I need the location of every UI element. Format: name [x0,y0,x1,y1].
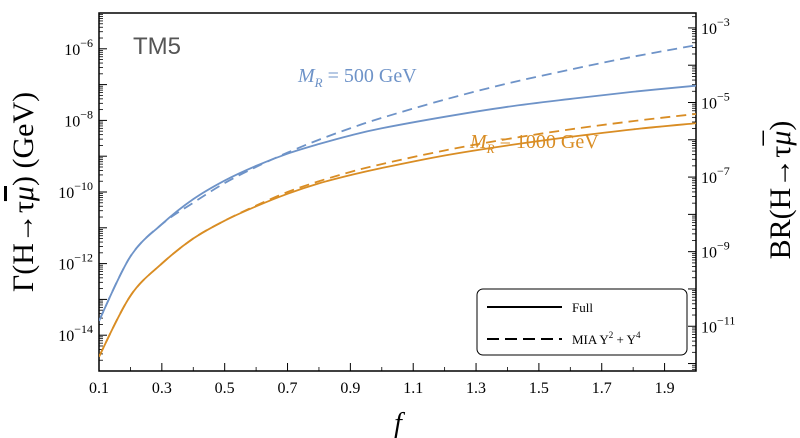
left-tick-label: 10−14 [58,322,93,345]
svg-text:Γ(H→τμ) (GeV): Γ(H→τμ) (GeV) [7,92,40,292]
x-tick-label: 0.7 [278,380,298,397]
left-axis-ticks: 10−6 10−8 10−10 10−12 10−14 [58,12,107,372]
left-tick-label: 10−10 [58,179,93,202]
left-tick-label: 10−8 [64,107,93,130]
right-axis-title: BR(H→τμ) [764,121,797,260]
x-tick-label: 1.3 [466,380,486,397]
legend-label-full: Full [572,300,593,315]
x-tick-label: 0.1 [89,380,109,397]
right-tick-label: 10−7 [701,164,730,187]
right-tick-label: 10−3 [701,15,730,38]
annotation-500: MR = 500 GeV [297,65,417,90]
right-axis-ticks: 10−3 10−5 10−7 10−9 10−11 [688,15,735,370]
left-axis-title: Γ(H→τμ) (GeV) [7,92,40,292]
left-tick-label: 10−6 [64,36,93,59]
legend-label-mia: MIA Y2 + Y4 [572,330,641,347]
model-tag: TM5 [133,33,181,60]
right-tick-label: 10−9 [701,239,730,262]
annotation-1000: MR = 1000 GeV [469,131,599,156]
x-axis-ticks: 0.1 0.3 0.5 0.7 0.9 1.1 1.3 1.5 1.7 1.9 [89,363,697,397]
right-tick-label: 10−11 [701,313,735,336]
x-tick-label: 0.9 [340,380,360,397]
x-tick-label: 1.5 [529,380,549,397]
x-tick-label: 0.3 [152,380,172,397]
x-tick-label: 1.9 [655,380,675,397]
x-tick-label: 0.5 [215,380,235,397]
x-axis-title: f [394,408,405,438]
x-tick-label: 1.1 [403,380,423,397]
right-tick-label: 10−5 [701,90,730,113]
series-line-3 [99,113,696,358]
x-tick-label: 1.7 [592,380,612,397]
series-line-0 [99,84,696,322]
series-layer [99,44,696,358]
series-line-2 [99,122,696,358]
left-tick-label: 10−12 [58,251,93,274]
svg-text:BR(H→τμ): BR(H→τμ) [764,121,797,260]
legend: Full MIA Y2 + Y4 [476,288,688,356]
